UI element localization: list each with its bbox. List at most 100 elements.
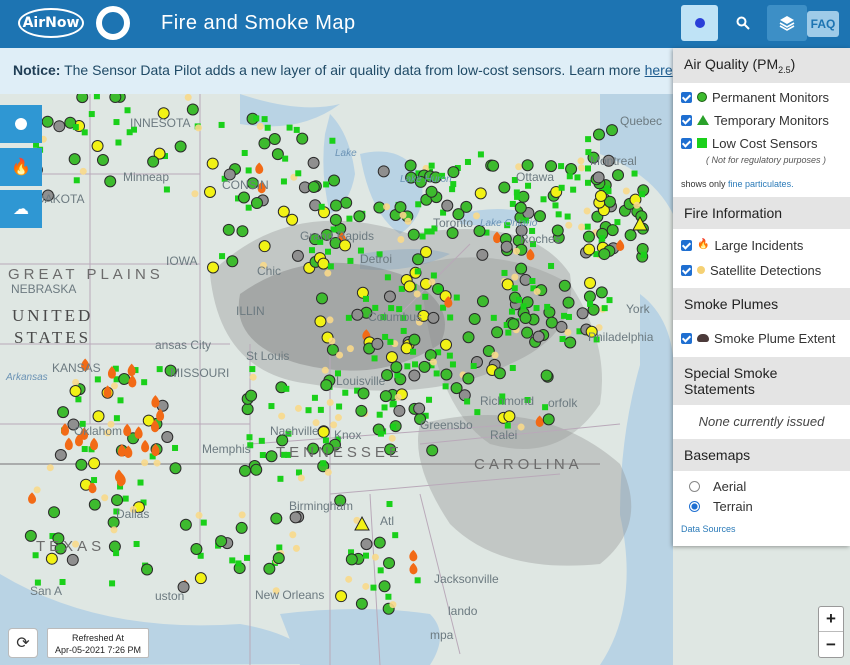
large-incident-fire-icon[interactable] — [81, 358, 90, 371]
permanent-monitor[interactable] — [418, 360, 431, 373]
monitor-no-data[interactable] — [42, 189, 55, 202]
permanent-monitor[interactable] — [383, 557, 396, 570]
large-incident-fire-icon[interactable] — [90, 437, 99, 451]
permanent-monitor[interactable] — [514, 201, 527, 214]
permanent-monitor[interactable] — [545, 316, 558, 329]
permanent-monitor[interactable] — [612, 169, 625, 182]
low-cost-sensor[interactable] — [385, 593, 392, 600]
permanent-monitor[interactable] — [96, 154, 109, 167]
permanent-monitor[interactable] — [473, 225, 486, 238]
low-cost-sensor[interactable] — [163, 186, 170, 193]
low-cost-sensor[interactable] — [293, 126, 300, 133]
toggle-satellite-detections[interactable]: Satellite Detections — [673, 258, 850, 283]
satellite-detection[interactable] — [633, 201, 641, 209]
low-cost-sensor[interactable] — [404, 363, 411, 370]
zoom-in-button[interactable]: + — [819, 607, 843, 632]
permanent-monitor[interactable] — [503, 410, 516, 423]
large-incident-fire-icon[interactable] — [28, 492, 37, 504]
monitor-no-data[interactable] — [515, 224, 528, 237]
low-cost-sensor[interactable] — [474, 409, 481, 416]
permanent-monitor[interactable] — [250, 463, 263, 476]
low-cost-sensor[interactable] — [555, 211, 562, 218]
permanent-monitor[interactable] — [57, 406, 70, 419]
satellite-detection[interactable] — [413, 290, 421, 298]
permanent-monitor[interactable] — [258, 137, 271, 150]
permanent-monitor[interactable] — [542, 413, 555, 426]
low-cost-sensor[interactable] — [133, 541, 140, 548]
permanent-monitor[interactable] — [468, 312, 481, 325]
satellite-detection[interactable] — [578, 164, 586, 172]
low-cost-sensor[interactable] — [247, 442, 254, 449]
permanent-monitor[interactable] — [345, 553, 358, 566]
permanent-monitor[interactable] — [408, 333, 421, 346]
satellite-detection[interactable] — [324, 468, 332, 476]
permanent-monitor[interactable] — [320, 379, 333, 392]
satellite-detection[interactable] — [101, 494, 109, 502]
permanent-monitor[interactable] — [460, 200, 473, 213]
low-cost-sensor[interactable] — [322, 437, 329, 444]
particulates-link[interactable]: fine particulates. — [728, 178, 794, 189]
low-cost-sensor[interactable] — [218, 121, 225, 128]
notice-link[interactable]: here — [644, 62, 673, 78]
permanent-monitor[interactable] — [207, 261, 220, 274]
large-incident-fire-icon[interactable] — [80, 427, 89, 440]
low-cost-sensor[interactable] — [431, 225, 438, 232]
low-cost-sensor[interactable] — [113, 119, 120, 126]
low-cost-sensor[interactable] — [357, 247, 364, 254]
low-cost-sensor[interactable] — [370, 584, 377, 591]
monitor-no-data[interactable] — [576, 307, 589, 320]
radio-button[interactable] — [689, 481, 700, 493]
low-cost-sensor[interactable] — [329, 137, 336, 144]
low-cost-sensor[interactable] — [540, 196, 547, 203]
large-incident-fire-icon[interactable] — [535, 415, 544, 428]
low-cost-sensor[interactable] — [584, 179, 591, 186]
low-cost-sensor[interactable] — [593, 251, 600, 258]
permanent-monitor[interactable] — [335, 590, 348, 603]
permanent-monitor[interactable] — [68, 153, 81, 166]
low-cost-sensor[interactable] — [564, 213, 571, 220]
low-cost-sensor[interactable] — [584, 165, 591, 172]
permanent-monitor[interactable] — [164, 364, 177, 377]
low-cost-sensor[interactable] — [249, 366, 256, 373]
low-cost-sensor[interactable] — [276, 544, 283, 551]
large-incident-fire-icon[interactable] — [116, 473, 125, 487]
low-cost-sensor[interactable] — [371, 355, 378, 362]
low-cost-sensor[interactable] — [640, 251, 647, 258]
low-cost-sensor[interactable] — [436, 285, 443, 292]
permanent-monitor[interactable] — [356, 286, 369, 299]
permanent-monitor[interactable] — [226, 255, 239, 268]
low-cost-sensor[interactable] — [377, 430, 384, 437]
low-cost-sensor[interactable] — [606, 297, 613, 304]
permanent-monitor[interactable] — [440, 368, 453, 381]
low-cost-sensor[interactable] — [336, 403, 343, 410]
low-cost-sensor[interactable] — [241, 149, 248, 156]
low-cost-sensor[interactable] — [229, 557, 236, 564]
low-cost-sensor[interactable] — [389, 401, 396, 408]
low-cost-sensor[interactable] — [32, 552, 39, 559]
low-cost-sensor[interactable] — [513, 189, 520, 196]
permanent-monitor[interactable] — [540, 369, 553, 382]
permanent-monitor[interactable] — [194, 572, 207, 585]
low-cost-sensor[interactable] — [346, 215, 353, 222]
permanent-monitor[interactable] — [186, 103, 199, 116]
permanent-monitor[interactable] — [271, 148, 284, 161]
satellite-detection[interactable] — [272, 587, 280, 595]
temporary-monitor[interactable] — [632, 215, 648, 231]
low-cost-sensor[interactable] — [261, 116, 268, 123]
low-cost-sensor[interactable] — [117, 483, 124, 490]
large-incident-fire-icon[interactable] — [127, 363, 136, 377]
low-cost-sensor[interactable] — [109, 580, 116, 587]
low-cost-sensor[interactable] — [172, 444, 179, 451]
low-cost-sensor[interactable] — [585, 149, 592, 156]
permanent-monitor[interactable] — [381, 369, 394, 382]
low-cost-sensor[interactable] — [520, 303, 527, 310]
low-cost-sensor[interactable] — [75, 396, 82, 403]
permanent-monitor[interactable] — [236, 225, 249, 238]
low-cost-sensor[interactable] — [447, 314, 454, 321]
faq-button[interactable]: FAQ — [807, 11, 839, 37]
permanent-monitor[interactable] — [425, 185, 438, 198]
permanent-monitor[interactable] — [440, 338, 453, 351]
low-cost-sensor[interactable] — [504, 422, 511, 429]
low-cost-sensor[interactable] — [93, 94, 100, 100]
large-incident-fire-icon[interactable] — [151, 443, 160, 457]
